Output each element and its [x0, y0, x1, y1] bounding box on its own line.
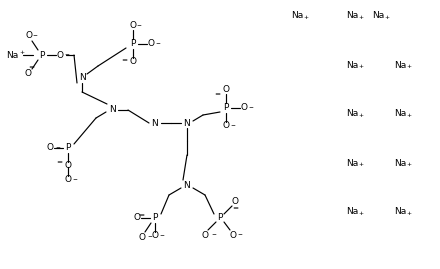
Text: O: O: [25, 69, 32, 79]
Text: =: =: [138, 212, 144, 218]
Text: N: N: [183, 180, 191, 189]
Text: +: +: [406, 162, 411, 167]
Text: Na: Na: [372, 12, 384, 20]
Text: −: −: [211, 231, 216, 236]
Text: =: =: [232, 205, 238, 211]
Text: P: P: [39, 51, 45, 59]
Text: −: −: [136, 22, 141, 27]
Text: +: +: [358, 64, 363, 69]
Text: Na: Na: [346, 12, 358, 20]
Text: P: P: [130, 40, 136, 48]
Text: −: −: [155, 40, 160, 45]
Text: N: N: [152, 119, 158, 128]
Text: O: O: [47, 143, 54, 153]
Text: =: =: [121, 57, 127, 63]
Text: O: O: [65, 175, 71, 185]
Text: +: +: [19, 50, 24, 55]
Text: P: P: [224, 104, 229, 112]
Text: +: +: [358, 211, 363, 216]
Text: Na: Na: [394, 207, 406, 217]
Text: Na: Na: [346, 158, 358, 168]
Text: −: −: [32, 32, 37, 37]
Text: Na: Na: [291, 12, 303, 20]
Text: Na: Na: [6, 51, 18, 59]
Text: −: −: [72, 176, 77, 181]
Text: +: +: [358, 162, 363, 167]
Text: P: P: [217, 214, 223, 222]
Text: +: +: [384, 15, 389, 20]
Text: O: O: [230, 231, 237, 239]
Text: P: P: [65, 143, 71, 153]
Text: +: +: [303, 15, 308, 20]
Text: −: −: [159, 232, 164, 237]
Text: O: O: [129, 58, 136, 66]
Text: O: O: [56, 51, 63, 59]
Text: −: −: [230, 122, 235, 127]
Text: Na: Na: [394, 158, 406, 168]
Text: Na: Na: [346, 109, 358, 119]
Text: +: +: [358, 15, 363, 20]
Text: O: O: [231, 197, 238, 207]
Text: −: −: [55, 144, 60, 149]
Text: =: =: [214, 91, 220, 97]
Text: Na: Na: [346, 207, 358, 217]
Text: −: −: [64, 51, 69, 56]
Text: =: =: [28, 64, 34, 70]
Text: P: P: [152, 214, 158, 222]
Text: +: +: [406, 211, 411, 216]
Text: O: O: [139, 232, 146, 242]
Text: Na: Na: [346, 61, 358, 69]
Text: +: +: [406, 113, 411, 118]
Text: O: O: [129, 22, 136, 30]
Text: +: +: [406, 64, 411, 69]
Text: −: −: [237, 231, 242, 236]
Text: Na: Na: [394, 61, 406, 69]
Text: O: O: [223, 86, 230, 94]
Text: −: −: [248, 104, 253, 109]
Text: O: O: [223, 122, 230, 130]
Text: −: −: [147, 233, 152, 238]
Text: O: O: [133, 214, 140, 222]
Text: O: O: [65, 161, 71, 171]
Text: N: N: [79, 73, 85, 83]
Text: O: O: [241, 104, 247, 112]
Text: Na: Na: [394, 109, 406, 119]
Text: O: O: [147, 40, 154, 48]
Text: O: O: [151, 232, 158, 240]
Text: O: O: [202, 231, 209, 239]
Text: +: +: [358, 113, 363, 118]
Text: N: N: [109, 105, 115, 115]
Text: =: =: [56, 159, 62, 165]
Text: N: N: [183, 119, 191, 128]
Text: O: O: [26, 31, 33, 41]
